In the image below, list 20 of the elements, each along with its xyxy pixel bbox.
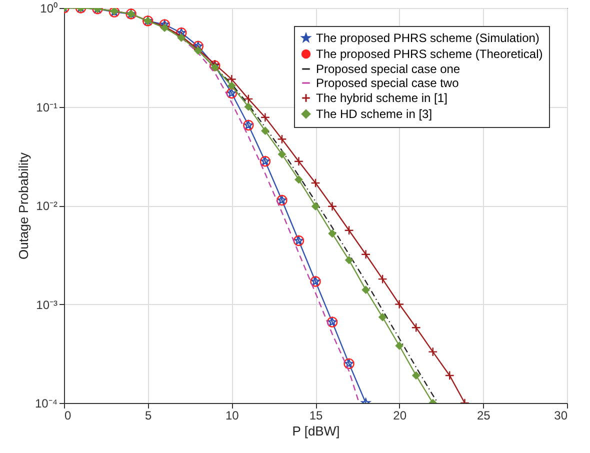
x-tick-label: 0 bbox=[64, 408, 72, 422]
x-tick-label: 15 bbox=[309, 408, 323, 422]
x-tick-label: 10 bbox=[225, 408, 240, 422]
x-axis-title: P [dBW] bbox=[292, 424, 340, 438]
x-tick-label: 20 bbox=[393, 408, 407, 422]
legend-label: The hybrid scheme in [1] bbox=[316, 91, 448, 105]
x-tick-label: 5 bbox=[144, 408, 152, 422]
x-tick-label: 30 bbox=[554, 408, 568, 422]
y-tick-label: 10⁻³ bbox=[36, 298, 58, 312]
y-tick-label: 10⁻¹ bbox=[36, 100, 58, 114]
y-tick-label: 10⁰ bbox=[40, 2, 58, 16]
legend-label: The proposed PHRS scheme (Theoretical) bbox=[316, 47, 543, 61]
legend-label: Proposed special case one bbox=[316, 62, 460, 76]
x-tick-label: 25 bbox=[476, 408, 491, 422]
legend-label: The HD scheme in [3] bbox=[316, 107, 432, 121]
y-tick-label: 10⁻⁴ bbox=[34, 396, 58, 410]
y-axis-title: Outage Probability bbox=[16, 152, 31, 260]
y-tick-label: 10⁻² bbox=[36, 199, 58, 213]
legend-label: Proposed special case two bbox=[316, 76, 460, 90]
legend-label: The proposed PHRS scheme (Simulation) bbox=[316, 31, 540, 45]
